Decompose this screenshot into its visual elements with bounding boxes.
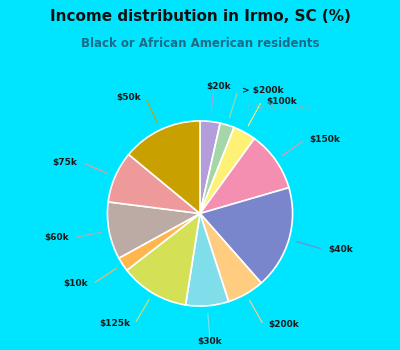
Wedge shape xyxy=(200,188,292,283)
Text: $40k: $40k xyxy=(328,245,352,254)
Wedge shape xyxy=(127,214,200,305)
Wedge shape xyxy=(200,127,254,214)
Wedge shape xyxy=(200,123,234,214)
Wedge shape xyxy=(108,202,200,258)
Text: $10k: $10k xyxy=(64,279,88,288)
Wedge shape xyxy=(119,214,200,270)
Text: $75k: $75k xyxy=(53,158,78,167)
Text: $125k: $125k xyxy=(99,319,130,328)
Text: $150k: $150k xyxy=(310,135,340,144)
Text: $30k: $30k xyxy=(198,337,222,346)
Text: Black or African American residents: Black or African American residents xyxy=(81,37,319,50)
Text: $100k: $100k xyxy=(266,97,297,106)
Text: $50k: $50k xyxy=(116,93,141,102)
Text: $60k: $60k xyxy=(45,233,69,242)
Text: Income distribution in Irmo, SC (%): Income distribution in Irmo, SC (%) xyxy=(50,9,350,24)
Wedge shape xyxy=(129,121,200,214)
Text: > $200k: > $200k xyxy=(242,86,284,96)
Wedge shape xyxy=(200,121,220,214)
Wedge shape xyxy=(186,214,229,306)
Wedge shape xyxy=(200,214,261,302)
Text: $200k: $200k xyxy=(268,320,299,329)
Wedge shape xyxy=(108,154,200,214)
Text: $20k: $20k xyxy=(206,82,231,91)
Text: City-Data.com: City-Data.com xyxy=(246,103,310,112)
Wedge shape xyxy=(200,139,289,214)
